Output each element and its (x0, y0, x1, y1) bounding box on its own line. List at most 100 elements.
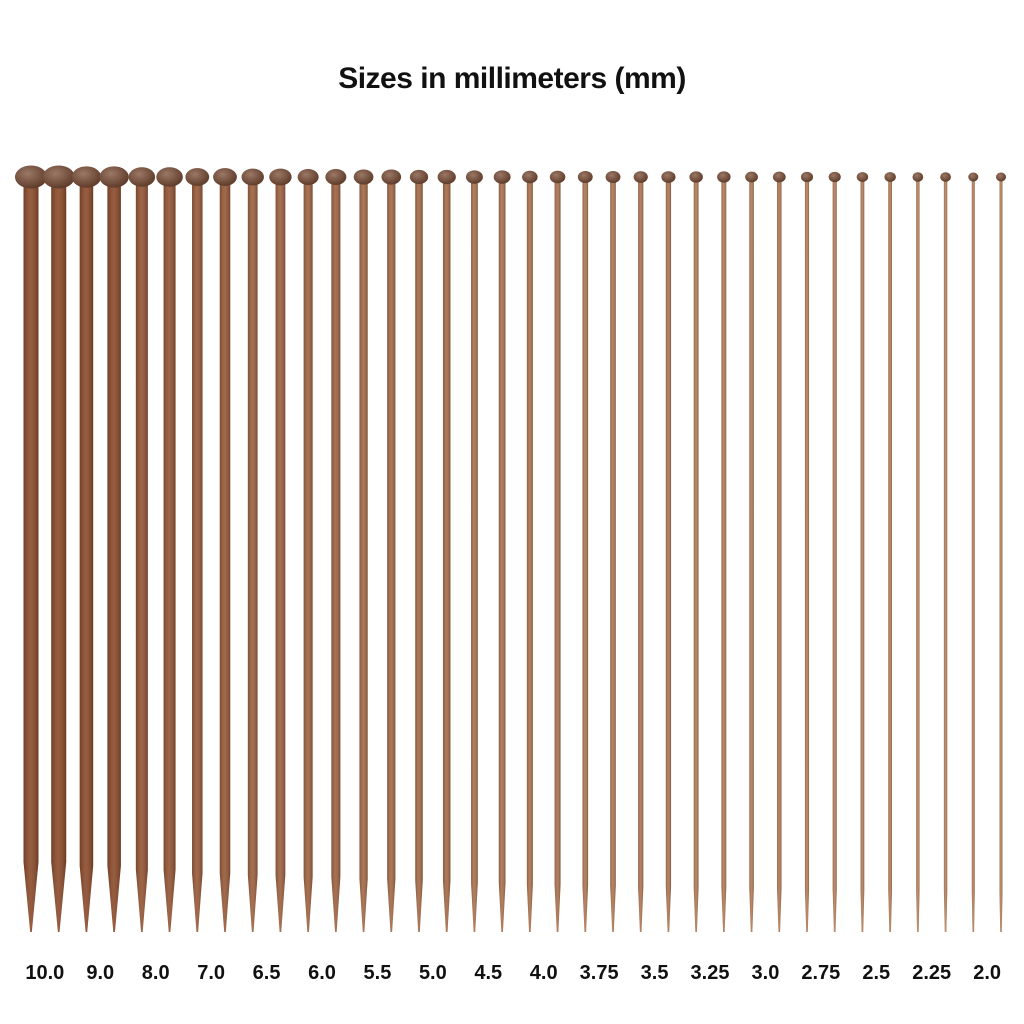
needle-3-75-mm-1 (577, 170, 593, 932)
needle-3-25-mm-1 (689, 171, 703, 932)
needle-end-knob-shading (325, 169, 347, 185)
needle-end-knob-shading (745, 171, 758, 183)
size-label-3-75: 3.75 (579, 962, 619, 984)
needle-6-5-mm-2 (269, 168, 292, 932)
size-label-2-5: 2.5 (862, 962, 891, 984)
needle-end-knob-shading (71, 166, 102, 188)
size-label-5-0: 5.0 (418, 962, 447, 984)
needle-4-0-mm-2 (549, 170, 566, 932)
size-label-3-5: 3.5 (640, 962, 669, 984)
size-label-8-0: 8.0 (141, 962, 170, 984)
page-title: Sizes in millimeters (mm) (338, 62, 686, 95)
needle-shaft-shading (359, 181, 368, 933)
needle-shaft-shading (832, 180, 837, 932)
size-label-2-0: 2.0 (973, 962, 1002, 984)
needle-end-knob-shading (42, 165, 75, 189)
needle-2-0-mm-1 (968, 172, 979, 932)
needle-end-knob-shading (549, 170, 566, 184)
needle-end-knob-shading (968, 172, 979, 182)
needle-shaft-shading (888, 179, 893, 932)
needle-5-0-mm-2 (437, 169, 456, 932)
needle-4-5-mm-1 (465, 170, 483, 932)
size-label-2-75: 2.75 (801, 962, 841, 984)
needle-shaft-shading (471, 181, 478, 932)
needle-end-knob-shading (633, 171, 648, 183)
needle-shaft-shading (387, 181, 396, 933)
needle-2-0-mm-2 (996, 172, 1006, 932)
needle-shaft-shading (192, 182, 203, 932)
needle-shaft-shading (638, 180, 644, 933)
needle-shaft-shading (554, 180, 561, 932)
needle-end-knob-shading (185, 168, 210, 186)
needle-shaft-shading (860, 179, 865, 932)
needle-shaft-shading (610, 180, 616, 932)
needle-3-5-mm-2 (661, 171, 676, 933)
needle-shaft-shading (23, 183, 39, 932)
needle-end-knob-shading (522, 170, 538, 184)
needle-2-75-mm-1 (800, 171, 814, 932)
needle-2-5-mm-1 (856, 172, 869, 932)
needle-6-0-mm-1 (297, 169, 319, 933)
size-label-3-0: 3.0 (751, 962, 780, 984)
needle-end-knob-shading (884, 172, 896, 182)
needle-2-75-mm-2 (828, 171, 841, 932)
needle-shaft-shading (415, 181, 423, 932)
size-label-4-0: 4.0 (529, 962, 558, 984)
needle-end-knob-shading (577, 170, 593, 184)
size-label-row: 10.0 9.0 8.0 7.0 6.5 6.0 5.5 5.0 4.5 4.0 3.75 3.5 3.… (0, 962, 1024, 994)
needle-end-knob-shading (156, 167, 183, 187)
needle-end-knob-shading (856, 172, 869, 182)
needle-end-knob-shading (409, 169, 429, 185)
needle-shaft-shading (303, 181, 313, 933)
size-label-6-0: 6.0 (308, 962, 336, 984)
size-label-9-0: 9.0 (86, 962, 115, 984)
needle-5-0-mm-1 (409, 169, 429, 932)
needle-shaft-shading (693, 180, 699, 932)
needle-7-0-mm-1 (185, 168, 210, 932)
needle-end-knob-shading (353, 169, 374, 185)
size-label-10-0: 10.0 (25, 962, 65, 984)
needle-5-5-mm-1 (353, 169, 374, 933)
needle-shaft-shading (247, 182, 258, 932)
needle-shaft-shading (999, 179, 1003, 932)
needle-10-0-mm-1 (15, 165, 47, 932)
needle-7-0-mm-2 (213, 168, 237, 932)
needle-end-knob-shading (128, 167, 156, 187)
needle-shaft-shading (971, 179, 975, 932)
needle-4-0-mm-1 (522, 170, 538, 932)
size-label-4-5: 4.5 (474, 962, 503, 984)
needle-shaft-shading (275, 182, 286, 932)
needle-3-0-mm-1 (745, 171, 758, 933)
needle-end-knob-shading (99, 166, 129, 188)
size-label-6-5: 6.5 (252, 962, 281, 984)
needle-shaft-shading (442, 181, 451, 932)
needle-8-0-mm-1 (128, 167, 156, 933)
needle-end-knob-shading (241, 168, 264, 186)
needle-shaft-shading (916, 179, 920, 933)
needle-shaft-shading (943, 179, 948, 933)
needle-shaft-shading (79, 183, 94, 932)
needle-3-75-mm-2 (605, 170, 621, 932)
needle-5-5-mm-2 (381, 169, 402, 933)
needle-end-knob-shading (15, 165, 47, 189)
needle-shaft-shading (51, 183, 67, 932)
needle-shaft-shading (582, 180, 589, 932)
needle-shaft-shading (665, 180, 672, 933)
needle-3-0-mm-2 (772, 171, 786, 933)
needle-3-5-mm-1 (633, 171, 648, 933)
needle-shaft-shading (749, 180, 754, 933)
needle-end-knob-shading (437, 169, 456, 185)
needle-end-knob-shading (605, 170, 621, 184)
needle-end-knob-shading (996, 172, 1006, 182)
needle-2-5-mm-2 (884, 172, 896, 932)
needle-end-knob-shading (689, 171, 703, 183)
needle-shaft-shading (721, 180, 727, 932)
needle-end-knob-shading (381, 169, 402, 185)
needle-shaft-shading (163, 182, 176, 933)
size-label-5-5: 5.5 (363, 962, 392, 984)
needle-end-knob-shading (940, 172, 951, 182)
needle-8-0-mm-2 (156, 167, 183, 933)
size-label-7-0: 7.0 (197, 962, 226, 984)
needle-shaft-shading (498, 181, 506, 932)
